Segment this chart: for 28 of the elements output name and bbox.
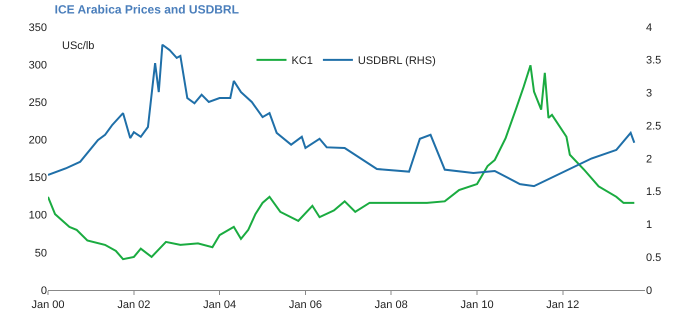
x-tick-label: Jan 00 <box>31 299 65 312</box>
legend-label: USDBRL (RHS) <box>358 55 436 68</box>
x-tick-label: Jan 10 <box>460 299 494 312</box>
y-tick-label: 200 <box>28 134 47 147</box>
y-tick-label: 150 <box>28 172 47 184</box>
y2-tick-label: 0 <box>646 284 652 297</box>
x-tick-label: Jan 08 <box>374 299 408 312</box>
y2-tick-label: 2.5 <box>646 120 662 132</box>
y-tick-label: 300 <box>28 59 47 72</box>
y-tick-label: 250 <box>28 96 47 109</box>
x-tick-label: Jan 04 <box>203 299 236 312</box>
y2-tick-label: 3 <box>646 88 652 100</box>
x-tick-label: Jan 12 <box>546 299 580 312</box>
y-tick-label: 100 <box>28 210 47 222</box>
y2-tick-label: 2 <box>646 153 652 166</box>
y2-tick-label: 4 <box>646 22 652 34</box>
chart-title: ICE Arabica Prices and USDBRL <box>54 2 239 16</box>
y-tick-label: 50 <box>34 247 47 260</box>
legend-label: KC1 <box>292 55 313 68</box>
x-tick-label: Jan 02 <box>117 299 150 312</box>
y2-tick-label: 1.5 <box>646 186 662 198</box>
y-tick-label: 350 <box>28 22 47 34</box>
y-tick-label: 0 <box>40 284 47 297</box>
y2-tick-label: 0.5 <box>646 252 662 264</box>
y2-tick-label: 1 <box>646 219 652 232</box>
y2-tick-label: 3.5 <box>646 54 662 67</box>
x-tick-label: Jan 06 <box>288 299 322 312</box>
annotation: USc/lb <box>62 40 94 52</box>
